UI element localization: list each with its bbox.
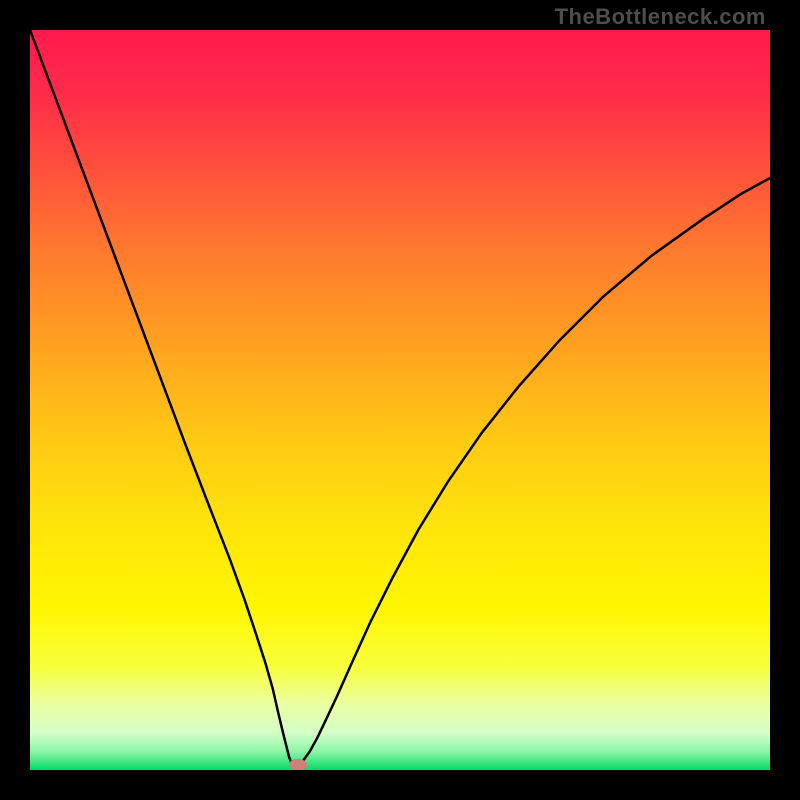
plot-area [30, 30, 770, 770]
watermark-text: TheBottleneck.com [555, 4, 766, 30]
gradient-background [30, 30, 770, 770]
chart-container: TheBottleneck.com [0, 0, 800, 800]
